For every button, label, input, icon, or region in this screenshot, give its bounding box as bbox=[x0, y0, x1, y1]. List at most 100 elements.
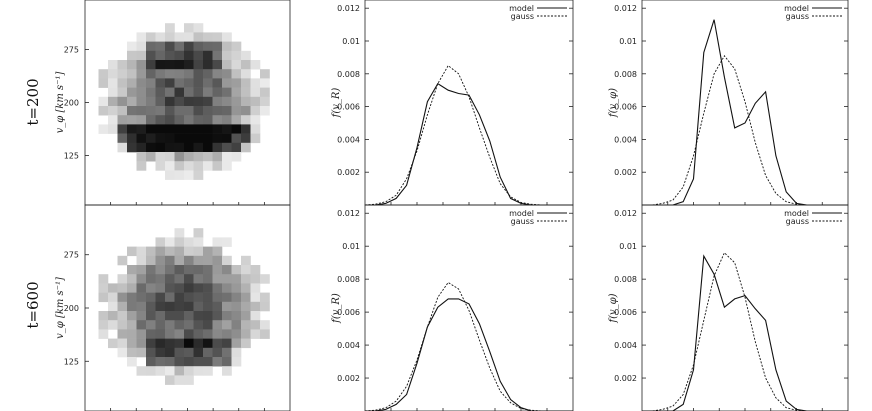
density-cell bbox=[231, 347, 242, 358]
density-cell bbox=[184, 246, 194, 257]
density-cell bbox=[250, 106, 261, 116]
density-panel: 275 200 125 v_φ [km s⁻¹] bbox=[55, 204, 291, 411]
density-cell bbox=[184, 32, 194, 42]
density-cell bbox=[184, 96, 194, 107]
density-cell bbox=[193, 329, 204, 339]
density-cell bbox=[146, 41, 156, 52]
density-cell bbox=[250, 301, 261, 312]
density-cell bbox=[117, 142, 128, 153]
density-cell bbox=[260, 292, 270, 303]
density-cell bbox=[136, 301, 147, 312]
density-cell bbox=[193, 133, 204, 144]
plot-frame bbox=[364, 204, 574, 411]
density-cell bbox=[108, 106, 118, 116]
density-cell bbox=[165, 320, 175, 330]
density-cell bbox=[155, 142, 166, 153]
density-cell bbox=[231, 357, 242, 367]
density-cell bbox=[260, 78, 270, 88]
density-cell bbox=[184, 329, 194, 339]
density-cell bbox=[108, 115, 118, 125]
density-cell bbox=[108, 69, 118, 79]
density-cell bbox=[212, 115, 223, 125]
density-cell bbox=[241, 255, 251, 266]
density-cell bbox=[136, 69, 147, 79]
density-cell bbox=[117, 115, 128, 125]
density-cell bbox=[184, 265, 194, 275]
density-cell bbox=[155, 255, 166, 266]
density-cell bbox=[260, 106, 270, 116]
density-cell bbox=[136, 265, 147, 275]
density-cell bbox=[222, 265, 232, 275]
density-cell bbox=[146, 301, 156, 312]
density-cell bbox=[165, 375, 175, 385]
density-cell bbox=[203, 329, 213, 339]
y-tick-label: 0.008 bbox=[337, 275, 360, 284]
density-cell bbox=[146, 96, 156, 107]
density-cell bbox=[222, 161, 232, 171]
series-line-gauss bbox=[642, 252, 848, 411]
density-cell bbox=[222, 237, 232, 247]
series-line-model bbox=[365, 298, 573, 411]
density-cell bbox=[231, 78, 242, 88]
density-cell bbox=[184, 87, 194, 98]
density-cell bbox=[193, 60, 204, 70]
density-cell bbox=[165, 338, 175, 349]
density-cell bbox=[127, 265, 137, 275]
density-cell bbox=[193, 32, 204, 42]
density-cell bbox=[193, 115, 204, 125]
density-cell bbox=[231, 152, 242, 162]
density-cell bbox=[146, 274, 156, 284]
density-cell bbox=[184, 41, 194, 52]
density-cell bbox=[250, 292, 261, 303]
density-cell bbox=[174, 106, 185, 116]
density-cell bbox=[146, 311, 156, 321]
density-cell bbox=[203, 50, 213, 61]
y-tick-label: 125 bbox=[64, 357, 79, 366]
density-cell bbox=[165, 237, 175, 247]
density-cell bbox=[241, 87, 251, 98]
density-cell bbox=[222, 87, 232, 98]
legend-label-model: model bbox=[509, 4, 534, 13]
density-cell bbox=[241, 124, 251, 134]
y-tick-label: 0.008 bbox=[614, 275, 637, 284]
density-cell bbox=[127, 106, 137, 116]
legend-label-gauss: gauss bbox=[786, 217, 809, 226]
density-cell bbox=[222, 96, 232, 107]
density-cell bbox=[98, 78, 109, 88]
density-cell bbox=[155, 265, 166, 275]
density-cell bbox=[108, 96, 118, 107]
density-cell bbox=[203, 311, 213, 321]
density-cell bbox=[184, 170, 194, 180]
density-cell bbox=[174, 301, 185, 312]
density-cell bbox=[231, 329, 242, 339]
density-cell bbox=[165, 292, 175, 303]
density-cell bbox=[155, 50, 166, 61]
density-cell bbox=[250, 124, 261, 134]
density-cell bbox=[165, 311, 175, 321]
density-cell bbox=[174, 69, 185, 79]
density-cell bbox=[165, 283, 175, 293]
density-cell bbox=[184, 115, 194, 125]
density-cell bbox=[212, 320, 223, 330]
density-cell bbox=[203, 255, 213, 266]
density-cell bbox=[184, 142, 194, 153]
density-cell bbox=[193, 237, 204, 247]
density-cell bbox=[136, 255, 147, 266]
density-cell bbox=[222, 50, 232, 61]
density-cell bbox=[193, 78, 204, 88]
density-cell bbox=[127, 50, 137, 61]
density-cell bbox=[222, 329, 232, 339]
density-cell bbox=[136, 311, 147, 321]
density-cell bbox=[222, 338, 232, 349]
row-label-t200: t=200 bbox=[24, 78, 42, 125]
density-cell bbox=[203, 347, 213, 358]
density-cell bbox=[212, 161, 223, 171]
y-tick-label: 0.004 bbox=[337, 135, 360, 144]
density-cell bbox=[212, 60, 223, 70]
density-cell bbox=[165, 170, 175, 180]
density-cell bbox=[193, 320, 204, 330]
density-cell bbox=[146, 265, 156, 275]
density-cell bbox=[212, 292, 223, 303]
density-cell bbox=[193, 265, 204, 275]
